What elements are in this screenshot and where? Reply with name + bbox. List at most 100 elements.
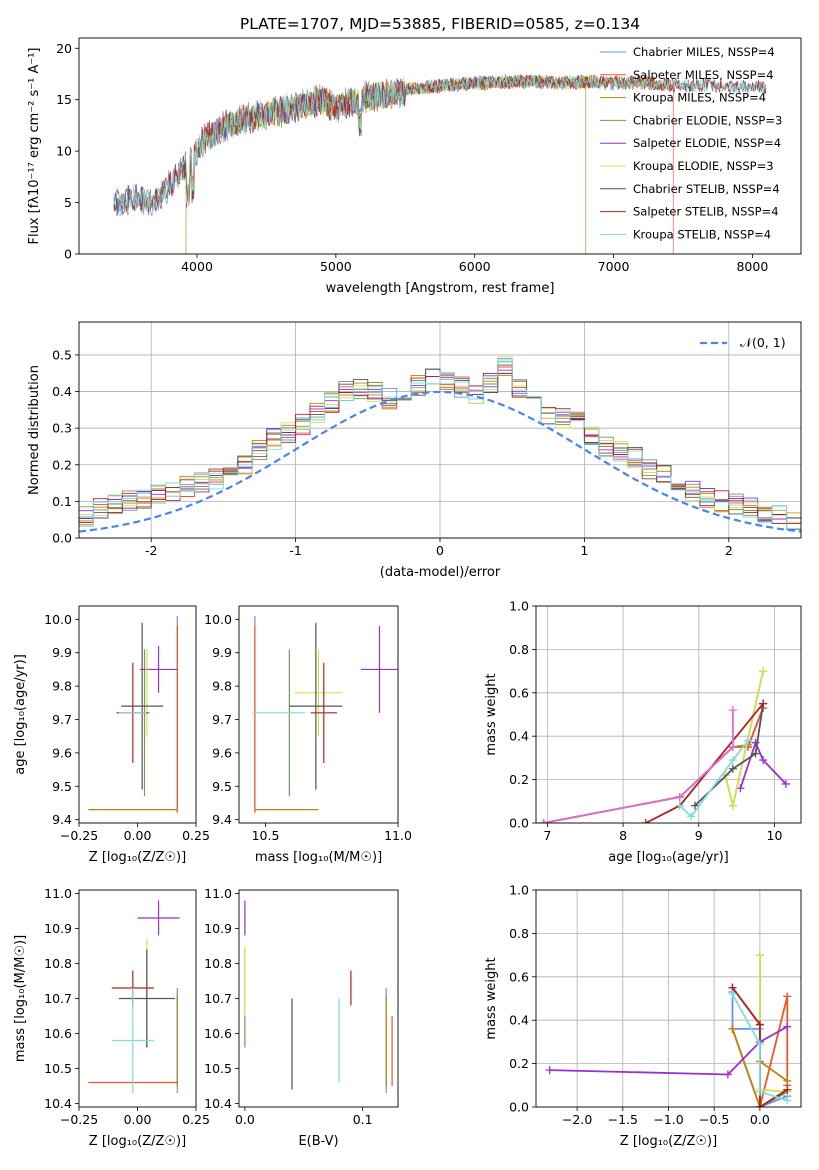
weight-lines (545, 951, 792, 1107)
weight-marker (691, 801, 699, 810)
x-axis-label: (data-model)/error (380, 565, 501, 580)
errorbar-point (289, 622, 343, 790)
y-tick-label: 9.8 (52, 679, 72, 694)
legend-label: Salpeter MILES, NSSP=4 (633, 68, 774, 82)
errorbar-point (121, 622, 164, 790)
y-tick-label: 9.4 (52, 812, 72, 827)
legend-label: Kroupa ELODIE, NSSP=3 (633, 159, 774, 173)
weight-marker (736, 784, 745, 793)
y-tick-label: 10.5 (44, 1061, 72, 1076)
x-tick-label: 0.1 (353, 1112, 373, 1127)
x-tick-label: 10 (767, 828, 783, 843)
x-tick-label: 10.5 (252, 828, 280, 843)
y-tick-label: 9.8 (212, 679, 232, 694)
x-tick-label: 8 (619, 828, 627, 843)
weight-marker (641, 819, 650, 823)
legend-label: Chabrier ELODIE, NSSP=3 (633, 113, 782, 127)
y-tick-label: 0.3 (52, 421, 72, 436)
age-vs-Z-panel: −0.25 0.00 0.25 9.4 9.5 9.6 9.7 9.8 9.9 10.0 Z [lo… (13, 605, 210, 865)
errorbar-point (310, 662, 338, 763)
y-tick-label: 0.5 (52, 347, 72, 362)
y-tick-label: 10.7 (204, 991, 232, 1006)
y-tick-label: 0.6 (509, 969, 529, 984)
x-tick-label: 5000 (320, 259, 352, 274)
errorbars (88, 900, 180, 1093)
weight-marker (728, 743, 737, 752)
histogram-panel: -2 -1 0 1 2 0.0 0.1 0.2 0.3 0.4 0.5 (data-model)/er… (27, 321, 802, 580)
legend-label: Salpeter ELODIE, NSSP=4 (633, 136, 781, 150)
y-tick-label: 10.4 (44, 1096, 72, 1111)
y-tick-label: 1.0 (509, 599, 529, 614)
weight-marker (687, 812, 696, 821)
weight-marker (728, 1024, 737, 1033)
x-axis-label: Z [log₁₀(Z/Z☉)] (89, 1134, 186, 1149)
weight-series (543, 710, 734, 823)
axes-frame (238, 605, 399, 824)
x-tick-label: −1.0 (653, 1112, 683, 1127)
spectrum-series (182, 74, 586, 208)
histogram-series (79, 359, 801, 530)
x-tick-label: −2.0 (562, 1112, 592, 1127)
x-tick-label: 4000 (181, 259, 213, 274)
x-tick-label: 0.00 (124, 1112, 152, 1127)
x-tick-label: 9 (695, 828, 703, 843)
y-tick-label: 10.6 (204, 1026, 232, 1041)
y-tick-label: 10.9 (44, 921, 72, 936)
y-tick-label: 10.7 (44, 991, 72, 1006)
x-tick-label: 0.25 (182, 1112, 210, 1127)
y-tick-label: 0.4 (509, 1013, 529, 1028)
weight-marker (755, 1103, 764, 1107)
y-tick-label: 0.8 (509, 926, 529, 941)
y-axis-label: mass weight (484, 957, 499, 1039)
x-axis-label: age [log₁₀(age/yr)] (608, 850, 729, 865)
y-tick-label: 10.5 (204, 1061, 232, 1076)
y-tick-label: 1.0 (509, 883, 529, 898)
mass-vs-Z-panel: −0.25 0.00 0.25 10.4 10.5 10.6 10.7 10.8 10.9 11.… (13, 886, 210, 1149)
x-tick-label: 2 (725, 543, 733, 558)
errorbar-point (139, 646, 178, 693)
x-tick-label: 11.0 (384, 828, 412, 843)
x-tick-label: −0.25 (60, 828, 98, 843)
y-tick-label: 15 (56, 92, 72, 107)
x-tick-label: 1 (580, 543, 588, 558)
weight-series (549, 1025, 788, 1076)
weight-marker (783, 1076, 792, 1085)
y-tick-label: 0.0 (509, 816, 529, 831)
axes-frame (78, 605, 197, 824)
y-tick-label: 11.0 (204, 886, 232, 901)
y-tick-label: 10.9 (204, 921, 232, 936)
weight-marker (755, 1040, 764, 1049)
x-tick-label: 6000 (459, 259, 491, 274)
axes-frame (78, 37, 802, 255)
weight-series (731, 993, 788, 1102)
errorbar-point (294, 649, 343, 737)
y-axis-label: age [log₁₀(age/yr)] (13, 654, 28, 775)
massweight-vs-age-panel: 7 8 9 10 0.0 0.2 0.4 0.6 0.8 1.0 age [log₁₀(age/yr… (484, 599, 802, 865)
weight-marker (759, 667, 768, 676)
y-tick-label: 10.8 (44, 956, 72, 971)
y-tick-label: 0.2 (509, 772, 529, 787)
weight-marker (783, 992, 792, 1001)
y-axis-label: Flux [fλ10⁻¹⁷ erg cm⁻² s⁻¹ A⁻¹] (27, 48, 42, 245)
x-tick-label: 0.25 (182, 828, 210, 843)
y-tick-label: 0.2 (509, 1056, 529, 1071)
errorbar-point (111, 988, 154, 1093)
y-tick-label: 10.0 (44, 612, 72, 627)
weight-marker (759, 756, 768, 765)
weight-marker (759, 699, 768, 708)
weight-marker (781, 779, 790, 788)
x-axis-label: wavelength [Angstrom, rest frame] (326, 281, 555, 296)
histogram-series (79, 364, 801, 527)
axes-frame (238, 889, 399, 1108)
y-tick-label: 0.2 (52, 457, 72, 472)
y-tick-label: 9.6 (52, 745, 72, 760)
mass-vs-ebv-panel: 0.0 0.1 10.4 10.5 10.6 10.7 10.8 10.9 11.0 E(B-V) (204, 886, 399, 1149)
weight-marker (783, 1085, 792, 1094)
age-vs-mass-panel: 10.5 11.0 9.4 9.5 9.6 9.7 9.8 9.9 10.0 mass [log₁… (204, 605, 412, 865)
spectrum-legend: Chabrier MILES, NSSP=4 Salpeter MILES, NS… (600, 45, 782, 241)
histogram-series (79, 374, 801, 526)
axes-frame (535, 605, 802, 824)
errorbar-point (118, 949, 175, 1048)
axes-frame (78, 889, 197, 1108)
